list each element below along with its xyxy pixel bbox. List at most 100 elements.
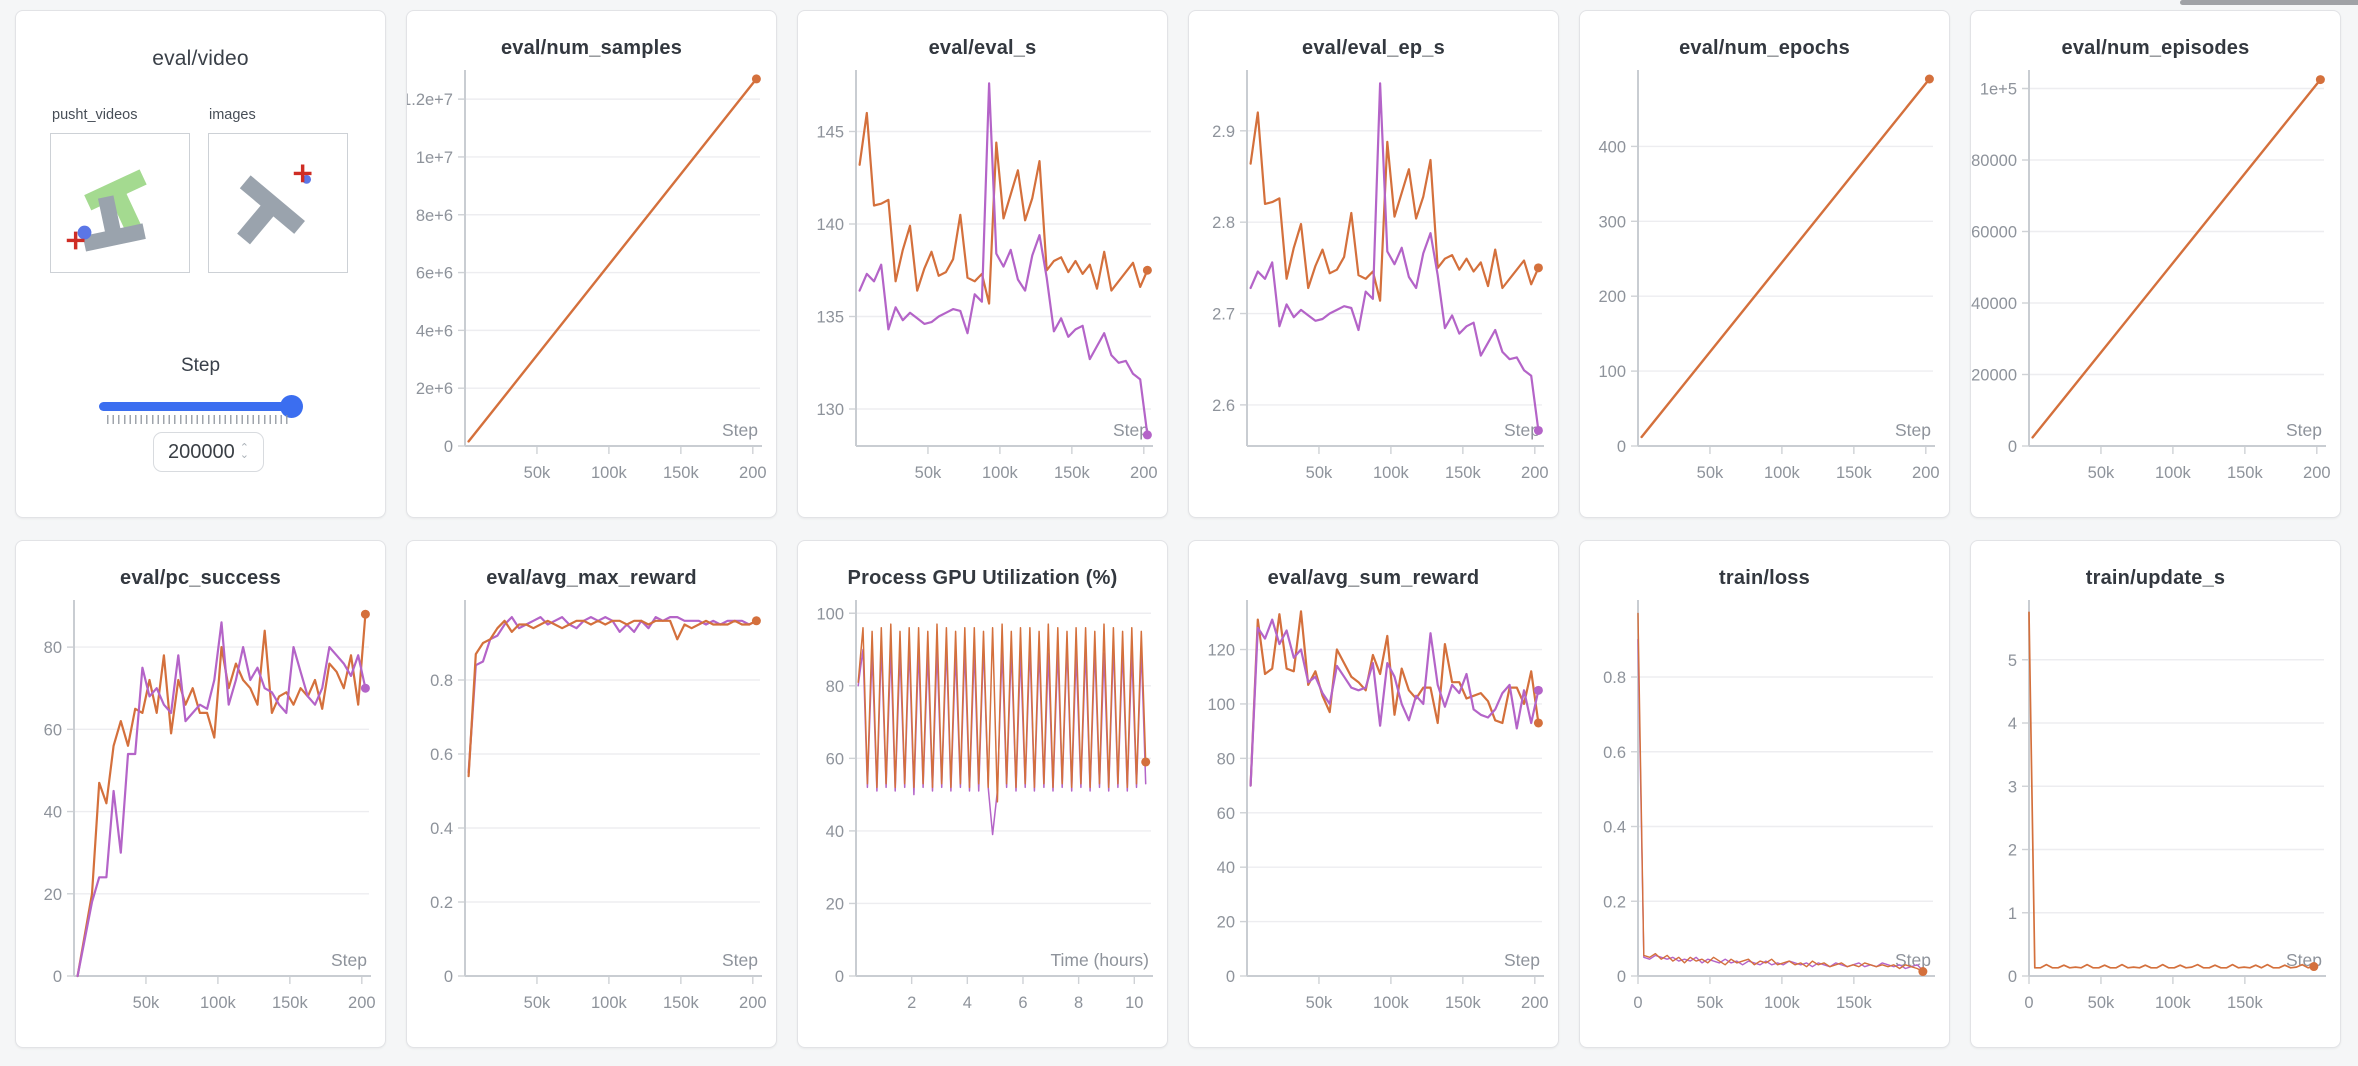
chart-plot[interactable]: 2.6 2.7 2.8 2.9 50k 100k 150k 200 Step [1189, 64, 1558, 502]
x-tick-label: 150k [2227, 994, 2264, 1012]
y-tick-label: 20 [1217, 914, 1235, 932]
chart-svg[interactable]: 0 20 40 60 80 50k 100k 150k 200 Step [16, 594, 385, 1032]
series-end-dot-orange [1533, 263, 1543, 273]
stepper-arrows-icon[interactable]: ⌃ ⌄ [239, 442, 249, 461]
chart-plot[interactable]: 0 20 40 60 80 50k 100k 150k 200 Step [16, 594, 385, 1032]
chart-plot[interactable]: 0 20000 40000 60000 80000 1e+5 50k 100k 150k 200 S… [1971, 64, 2340, 502]
chart-plot[interactable]: 0 100 200 300 400 50k 100k 150k 200 Step [1580, 64, 1949, 502]
x-tick-label: 50k [2088, 994, 2115, 1012]
y-tick-label: 40000 [1971, 295, 2017, 313]
video-key-label: pusht_videos [52, 107, 138, 123]
x-tick-label: 100k [982, 464, 1019, 482]
x-tick-label: 100k [1373, 994, 1410, 1012]
y-tick-label: 80 [1217, 750, 1235, 768]
series-end-dot-purple [1533, 425, 1543, 435]
step-number-input[interactable]: 200000 ⌃ ⌄ [153, 432, 264, 472]
panel-eval-avg_sum_reward: eval/avg_sum_reward 0 20 40 60 80 100 120 50k 10… [1188, 540, 1559, 1048]
step-slider-label: Step [180, 355, 221, 376]
chart-plot[interactable]: 0 1 2 3 4 5 0 50k 100k 150k Step [1971, 594, 2340, 1032]
panel-train-loss: train/loss 0 0.2 0.4 0.6 0.8 0 50k 100k 150k Step [1579, 540, 1950, 1048]
x-tick-label: 50k [915, 464, 942, 482]
series-line-orange [76, 613, 367, 978]
y-tick-label: 0 [1226, 968, 1235, 986]
series-line-orange [857, 623, 1147, 803]
chart-svg[interactable]: 0 2e+6 4e+6 6e+6 8e+6 1e+7 1.2e+7 50k 100k 150k 20… [407, 64, 776, 502]
x-tick-label: 150k [272, 994, 309, 1012]
video-thumbnail-pusht[interactable] [50, 133, 190, 273]
x-axis-title: Step [722, 420, 758, 440]
y-tick-label: 2e+6 [416, 380, 453, 398]
chart-plot[interactable]: 0 0.2 0.4 0.6 0.8 0 50k 100k 150k Step [1580, 594, 1949, 1032]
chart-plot[interactable]: 0 0.2 0.4 0.6 0.8 50k 100k 150k 200 Step [407, 594, 776, 1032]
y-tick-label: 0 [1617, 968, 1626, 986]
series-end-dot-orange [751, 74, 761, 84]
y-tick-label: 0 [1617, 438, 1626, 456]
x-axis-title: Step [1113, 420, 1149, 440]
panel-title: train/loss [1719, 567, 1810, 589]
y-tick-label: 0.6 [430, 746, 453, 764]
x-tick-label: 150k [1836, 994, 1873, 1012]
series-end-dot-orange [1924, 74, 1934, 84]
y-tick-label: 60 [1217, 805, 1235, 823]
x-tick-label: 50k [133, 994, 160, 1012]
step-value[interactable]: 200000 [168, 440, 235, 463]
x-tick-label: 100k [2155, 994, 2192, 1012]
chart-plot[interactable]: 0 20 40 60 80 100 120 50k 100k 150k 200 Step [1189, 594, 1558, 1032]
x-tick-label: 4 [963, 994, 972, 1012]
y-tick-label: 80000 [1971, 152, 2017, 170]
chart-plot[interactable]: 0 2e+6 4e+6 6e+6 8e+6 1e+7 1.2e+7 50k 100k 150k 20… [407, 64, 776, 502]
step-slider[interactable] [99, 395, 303, 428]
x-axis-title: Step [1895, 420, 1931, 440]
chart-svg[interactable]: 0 20000 40000 60000 80000 1e+5 50k 100k 150k 200 S… [1971, 64, 2340, 502]
y-tick-label: 2.9 [1212, 123, 1235, 141]
y-tick-label: 40 [44, 804, 62, 822]
chart-plot[interactable]: 0 20 40 60 80 100 2 4 6 8 10 Time (hours) [798, 594, 1167, 1032]
y-tick-label: 0 [835, 968, 844, 986]
y-tick-label: 100 [1207, 696, 1235, 714]
stepper-down-icon[interactable]: ⌄ [239, 449, 249, 461]
y-tick-label: 0 [444, 968, 453, 986]
y-tick-label: 0.2 [1603, 893, 1626, 911]
panel-eval-avg_max_reward: eval/avg_max_reward 0 0.2 0.4 0.6 0.8 50k 100k… [406, 540, 777, 1048]
series-end-dot-orange [2309, 962, 2319, 972]
x-tick-label: 150k [1445, 464, 1482, 482]
x-tick-label: 150k [1054, 464, 1091, 482]
x-axis-title: Step [722, 950, 758, 970]
y-tick-label: 2.8 [1212, 214, 1235, 232]
y-tick-label: 0.4 [1603, 819, 1626, 837]
y-tick-label: 130 [816, 401, 844, 419]
x-tick-label: 50k [1306, 464, 1333, 482]
x-tick-label: 2 [907, 994, 916, 1012]
chart-plot[interactable]: 130 135 140 145 50k 100k 150k 200 Step [798, 64, 1167, 502]
x-axis-title: Time (hours) [1050, 950, 1149, 970]
image-thumbnail-pusht[interactable] [208, 133, 348, 273]
chart-svg[interactable]: 0 0.2 0.4 0.6 0.8 50k 100k 150k 200 Step [407, 594, 776, 1032]
chart-svg[interactable]: 0 100 200 300 400 50k 100k 150k 200 Step [1580, 64, 1949, 502]
y-tick-label: 6e+6 [416, 265, 453, 283]
y-tick-label: 4 [2008, 715, 2017, 733]
y-tick-label: 20000 [1971, 367, 2017, 385]
y-tick-label: 80 [44, 639, 62, 657]
panel-train-update_s: train/update_s 0 1 2 3 4 5 0 50k 100k 150k Step [1970, 540, 2341, 1048]
slider-knob[interactable] [280, 395, 303, 418]
chart-svg[interactable]: 2.6 2.7 2.8 2.9 50k 100k 150k 200 Step [1189, 64, 1558, 502]
chart-svg[interactable]: 0 20 40 60 80 100 120 50k 100k 150k 200 Step [1189, 594, 1558, 1032]
x-tick-label: 100k [1764, 994, 1801, 1012]
series-line-purple [76, 621, 367, 978]
x-tick-label: 0 [1633, 994, 1642, 1012]
x-tick-label: 100k [200, 994, 237, 1012]
y-tick-label: 120 [1207, 642, 1235, 660]
y-tick-label: 3 [2008, 778, 2017, 796]
chart-svg[interactable]: 0 20 40 60 80 100 2 4 6 8 10 Time (hours) [798, 594, 1167, 1032]
x-tick-label: 100k [2155, 464, 2192, 482]
slider-track[interactable] [99, 402, 301, 411]
chart-svg[interactable]: 130 135 140 145 50k 100k 150k 200 Step [798, 64, 1167, 502]
horizontal-scrollbar-thumb[interactable] [2180, 0, 2358, 5]
y-tick-label: 80 [826, 678, 844, 696]
stepper-up-icon[interactable]: ⌃ [239, 442, 249, 454]
agent-dot [77, 225, 92, 240]
y-tick-label: 300 [1598, 213, 1626, 231]
x-tick-label: 200 [739, 994, 767, 1012]
